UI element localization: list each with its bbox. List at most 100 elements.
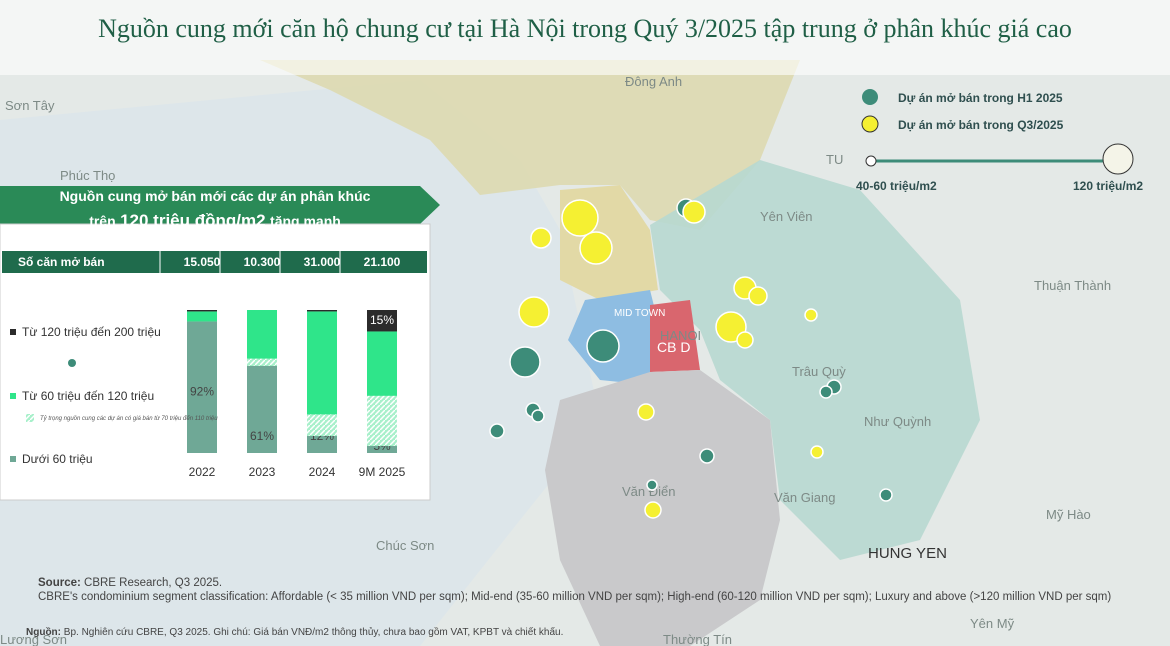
project-q3 <box>518 296 550 328</box>
region-dong-anh <box>260 60 800 230</box>
value-label: 15% <box>370 313 394 327</box>
title-band <box>0 0 1170 75</box>
place-label: Yên Mỹ <box>970 616 1015 631</box>
bar-segment <box>247 365 277 453</box>
legend-swatch <box>10 393 16 399</box>
table-value: 21.100 <box>364 255 401 269</box>
project-q3 <box>810 445 824 459</box>
banner <box>0 186 440 224</box>
footer-note: Nguồn: Bp. Nghiên cứu CBRE, Q3 2025. Ghi… <box>26 627 1126 638</box>
table-value: 10.300 <box>244 255 281 269</box>
table-label: Số căn mở bán <box>18 255 105 269</box>
project-q3 <box>682 200 706 224</box>
project-q3 <box>644 501 662 519</box>
place-label: Lương Sơn <box>0 632 67 646</box>
project-q3 <box>804 308 818 322</box>
banner-text: trên <box>89 213 115 229</box>
source-label: Source: <box>38 577 81 589</box>
place-label: Trâu Quỳ <box>792 364 846 379</box>
banner-highlight: 120 triệu đồng/m2 <box>120 211 265 230</box>
place-label: Sơn Tây <box>5 98 55 113</box>
map-legend: Dự án mở bán trong H1 2025 Dự án mở bán … <box>856 89 1143 193</box>
title: Nguồn cung mới căn hộ chung cư tại Hà Nộ… <box>98 14 1072 43</box>
bar-segment <box>187 310 217 312</box>
table-header <box>2 251 427 273</box>
x-tick-label: 2023 <box>249 465 276 479</box>
bar-segment <box>367 310 397 332</box>
place-label: TU <box>826 152 843 167</box>
project-q3 <box>579 231 613 265</box>
project-h1 <box>879 488 893 502</box>
place-label: Mỹ Hào <box>1046 507 1091 522</box>
project-dots <box>489 198 893 519</box>
place-label: CB D <box>657 339 690 355</box>
bar-hatch <box>367 395 397 446</box>
nguon: Bp. Nghiên cứu CBRE, Q3 2025. Ghi chú: G… <box>63 627 564 638</box>
project-h1 <box>699 448 715 464</box>
legend-marker <box>861 115 879 133</box>
project-h1 <box>509 346 541 378</box>
x-tick-label: 2024 <box>309 465 336 479</box>
project-h1 <box>531 409 545 423</box>
table-value: 15.050 <box>184 255 221 269</box>
bar-hatch <box>247 358 277 366</box>
footer: Source: CBRE Research, Q3 2025. CBRE's c… <box>38 576 1118 604</box>
bar-segment <box>187 311 217 322</box>
bar-segment <box>187 321 217 453</box>
table-value: 31.000 <box>304 255 341 269</box>
place-label: Như Quỳnh <box>864 414 931 429</box>
legend-label: Từ 120 triệu đến 200 triệu <box>22 325 161 339</box>
legend-note: Tỷ trọng nguồn cung các dự án có giá bán… <box>40 415 218 422</box>
classification: CBRE's condominium segment classificatio… <box>38 591 1112 603</box>
project-h1 <box>586 329 620 363</box>
place-label: Đông Anh <box>625 74 682 89</box>
place-label: Thuận Thành <box>1034 278 1111 293</box>
bar-segment <box>367 445 397 453</box>
project-q3 <box>561 199 599 237</box>
value-label: 92% <box>190 384 214 398</box>
value-label: 61% <box>250 429 274 443</box>
place-label: Phúc Thọ <box>60 168 115 183</box>
project-q3 <box>637 403 655 421</box>
legend-swatch <box>10 329 16 335</box>
x-tick-label: 2022 <box>189 465 216 479</box>
bar-hatch <box>307 414 337 436</box>
size-min-label: 40-60 triệu/m2 <box>856 179 937 193</box>
project-h1 <box>819 385 833 399</box>
legend-label: Dự án mở bán trong H1 2025 <box>898 91 1063 105</box>
legend-marker <box>862 89 878 105</box>
bar-segment <box>307 310 337 312</box>
place-label: MID TOWN <box>614 308 665 319</box>
legend-dot <box>68 359 76 367</box>
banner-line: trên 120 triệu đồng/m2 tăng mạnh <box>89 211 341 230</box>
bar-segment <box>307 435 337 453</box>
place-label: Văn Điển <box>622 484 675 499</box>
size-max-label: 120 triệu/m2 <box>1073 179 1143 193</box>
legend-swatch <box>10 456 16 462</box>
region-south <box>545 370 780 646</box>
place-label: Chúc Sơn <box>376 538 434 553</box>
bar-segment <box>247 310 277 366</box>
legend-label: Từ 60 triệu đến 120 triệu <box>22 389 154 403</box>
size-max-marker <box>1102 143 1134 175</box>
nguon-label: Nguồn: <box>26 627 61 638</box>
region-east <box>650 160 980 560</box>
place-label: Văn Giang <box>774 490 835 505</box>
project-q3 <box>748 286 768 306</box>
legend-label: Dưới 60 triệu <box>22 452 93 466</box>
source: CBRE Research, Q3 2025. <box>84 577 223 589</box>
place-label: HUNG YEN <box>868 545 947 562</box>
place-label: HANOI <box>660 328 701 343</box>
banner-text: tăng mạnh <box>270 213 341 229</box>
banner-line: Nguồn cung mở bán mới các dự án phân khú… <box>60 188 371 204</box>
x-tick-label: 9M 2025 <box>359 465 406 479</box>
legend-swatch <box>26 414 34 422</box>
place-label: Yên Viên <box>760 209 813 224</box>
places: Sơn Tây Đông Anh Phúc Thọ TU Yên Viên Th… <box>0 74 1111 646</box>
project-q3 <box>530 227 552 249</box>
size-min-marker <box>865 155 877 167</box>
chart-panel: Nguồn cung mở bán mới các dự án phân khú… <box>0 186 440 501</box>
project-q3 <box>736 331 754 349</box>
